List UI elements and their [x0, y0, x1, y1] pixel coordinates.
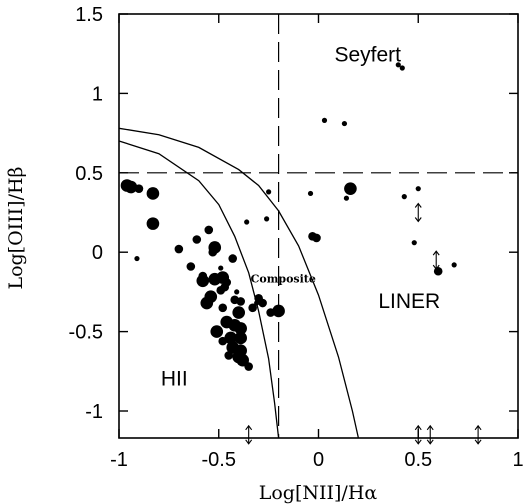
data-point — [451, 262, 457, 268]
arrow-head-up — [414, 424, 422, 431]
arrow-head-up — [414, 202, 422, 208]
arrow-head-down — [426, 439, 434, 445]
data-point — [341, 120, 348, 127]
y-tick-label: 1 — [92, 83, 103, 105]
x-tick-label: 1 — [512, 449, 523, 471]
data-point — [244, 219, 250, 225]
upper-limit-arrow — [426, 424, 434, 445]
arrow-head-up — [245, 424, 253, 431]
region-label-seyfert: Seyfert — [334, 44, 401, 67]
data-point — [218, 265, 224, 271]
data-point — [218, 336, 228, 346]
data-point — [134, 255, 140, 262]
data-point — [134, 184, 144, 193]
data-point — [266, 189, 272, 195]
data-point — [146, 187, 160, 200]
y-tick-label: 1.5 — [75, 4, 103, 26]
data-point — [192, 235, 202, 244]
arrow-head-down — [414, 217, 422, 223]
data-points — [120, 62, 457, 371]
data-point — [411, 240, 417, 246]
y-tick-label: 0 — [92, 242, 103, 264]
arrow-head-down — [245, 439, 253, 445]
data-point — [204, 225, 214, 235]
upper-limit-arrow — [414, 424, 422, 445]
arrow-head-down — [432, 264, 440, 271]
upper-limit-arrow — [432, 250, 440, 271]
upper-limit-arrow — [414, 202, 422, 223]
data-point — [321, 117, 328, 123]
region-label-composite: Composite — [251, 272, 316, 285]
data-point — [196, 274, 210, 288]
data-point — [232, 350, 245, 364]
arrow-head-up — [432, 250, 440, 256]
data-point — [208, 247, 218, 257]
data-point — [234, 331, 247, 345]
upper-limit-arrows — [245, 202, 482, 445]
dividing-curves — [118, 14, 518, 439]
data-point — [234, 322, 247, 335]
region-labels: Seyfert LINER HII Composite — [161, 44, 440, 391]
data-point — [254, 300, 260, 306]
data-point — [399, 65, 405, 71]
axes: -1 -0.5 0 0.5 1 -1 -0.5 0 0.5 1 1.5 — [69, 4, 523, 471]
data-point — [234, 289, 240, 295]
data-point — [146, 217, 160, 230]
data-point — [236, 297, 245, 306]
arrow-head-up — [474, 424, 482, 431]
data-point — [272, 304, 285, 318]
data-point — [415, 186, 421, 192]
data-point — [220, 282, 230, 292]
arrow-head-down — [474, 439, 482, 445]
arrow-head-up — [426, 424, 434, 431]
data-point — [124, 180, 138, 194]
arrow-head-down — [414, 439, 422, 445]
data-point — [224, 351, 234, 360]
data-point — [218, 303, 228, 313]
data-point — [395, 62, 401, 68]
x-tick-label: -0.5 — [202, 449, 236, 471]
x-tick-label: 0 — [313, 449, 324, 471]
data-point — [248, 303, 257, 313]
data-point — [228, 254, 238, 263]
data-point — [210, 325, 224, 338]
data-point — [186, 262, 196, 271]
upper-limit-arrow — [474, 424, 482, 445]
x-axis-label: Log[NII]/Hα — [259, 482, 378, 504]
data-point — [401, 194, 407, 200]
kauffmann-curve — [118, 140, 280, 439]
upper-limit-arrow — [245, 424, 253, 445]
region-label-hii: HII — [161, 368, 188, 391]
data-point — [232, 306, 245, 319]
data-point — [343, 195, 350, 201]
y-tick-label: -1 — [85, 401, 103, 423]
y-axis-label: Log[OIII]/Hβ — [5, 166, 27, 289]
data-point — [344, 182, 357, 195]
data-point — [244, 362, 253, 371]
data-point — [254, 293, 263, 303]
x-tick-label: -1 — [110, 449, 128, 471]
data-point — [264, 216, 270, 222]
y-tick-label: -0.5 — [69, 322, 103, 344]
data-point — [307, 190, 314, 197]
data-point — [200, 296, 214, 310]
data-point — [174, 244, 184, 254]
y-tick-label: 0.5 — [75, 163, 103, 185]
kewley-curve — [118, 127, 360, 439]
region-label-liner: LINER — [378, 290, 440, 313]
x-tick-label: 0.5 — [404, 449, 432, 471]
data-point — [312, 233, 321, 243]
data-point — [224, 331, 238, 345]
